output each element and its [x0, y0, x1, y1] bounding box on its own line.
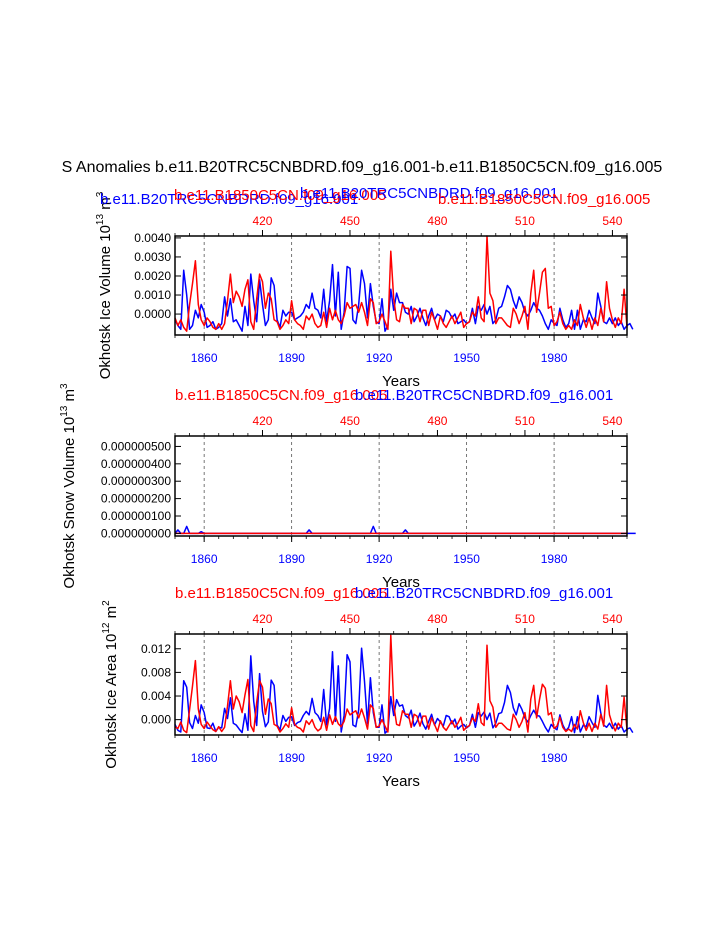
x-tick-label-top: 510	[515, 214, 535, 228]
plot-frame	[174, 633, 628, 736]
panel-title-right: b.e11.B20TRC5CNBDRD.f09_g16.001	[355, 387, 613, 404]
chart-panel-2: 0.000000000 0.000000100 0.000000200 0.00000…	[59, 383, 636, 591]
x-axis-label: Years	[382, 773, 420, 790]
x-tick-label-bottom: 1890	[278, 351, 305, 365]
y-tick-label: 0.000000200	[101, 492, 171, 506]
x-tick-label-bottom: 1860	[191, 552, 218, 566]
y-tick-label: 0.0040	[134, 231, 171, 245]
x-tick-label-top: 450	[340, 414, 360, 428]
x-tick-label-bottom: 1980	[541, 552, 568, 566]
x-axis-label: Years	[382, 574, 420, 591]
x-tick-label-top: 510	[515, 414, 535, 428]
x-tick-label-top: 450	[340, 612, 360, 626]
x-tick-label-top: 540	[602, 214, 622, 228]
page-title: S Anomalies b.e11.B20TRC5CNBDRD.f09_g16.…	[62, 159, 663, 176]
x-tick-label-top: 480	[427, 414, 447, 428]
x-tick-label-bottom: 1860	[191, 751, 218, 765]
x-tick-label-top: 480	[427, 214, 447, 228]
x-tick-label-bottom: 1920	[366, 351, 393, 365]
y-tick-label: 0.000000500	[101, 439, 171, 453]
y-tick-label: 0.0020	[134, 269, 171, 283]
x-tick-label-top: 420	[252, 612, 272, 626]
x-tick-label-bottom: 1890	[278, 552, 305, 566]
y-tick-label: 0.000000400	[101, 457, 171, 471]
x-tick-label-top: 420	[252, 414, 272, 428]
y-tick-label: 0.000	[141, 713, 171, 727]
x-tick-label-bottom: 1980	[541, 351, 568, 365]
x-tick-label-bottom: 1980	[541, 751, 568, 765]
panel-title-right: b.e11.B1850C5CN.f09_g16.005	[438, 191, 650, 208]
panel-title-right: b.e11.B20TRC5CNBDRD.f09_g16.001	[355, 585, 613, 602]
x-tick-label-top: 510	[515, 612, 535, 626]
x-tick-label-bottom: 1950	[453, 351, 480, 365]
x-tick-label-top: 540	[602, 612, 622, 626]
panel-title-left: b.e11.B20TRC5CNBDRD.f09_g16.001	[100, 191, 358, 208]
y-tick-label: 0.0030	[134, 250, 171, 264]
series-line-red	[174, 235, 628, 332]
series-line-blue	[174, 525, 636, 535]
y-tick-label: 0.000000000	[101, 526, 171, 540]
x-axis-label: Years	[382, 373, 420, 390]
y-tick-label: 0.000000100	[101, 509, 171, 523]
series-line-red	[174, 634, 628, 734]
plot-frame	[174, 235, 628, 336]
y-tick-label: 0.0000	[134, 307, 171, 321]
x-tick-label-bottom: 1890	[278, 751, 305, 765]
plot-frame	[174, 435, 628, 537]
chart-panel-3: 0.000 0.004 0.008 0.012 1860 1890 1920 1950 1980…	[101, 585, 634, 790]
x-tick-label-bottom: 1920	[366, 552, 393, 566]
panel-title-overlap: b.e11.B20TRC5CNBDRD.f09_g16.001	[300, 185, 558, 202]
x-tick-label-bottom: 1950	[453, 751, 480, 765]
x-tick-label-top: 420	[252, 214, 272, 228]
x-tick-label-bottom: 1950	[453, 552, 480, 566]
y-axis-label: Okhotsk Snow Volume 1013 m3	[59, 383, 78, 589]
panel-title-left: b.e11.B1850C5CN.f09_g16.005	[175, 387, 387, 404]
y-tick-label: 0.000000300	[101, 474, 171, 488]
x-tick-label-top: 480	[427, 612, 447, 626]
y-tick-label: 0.012	[141, 642, 171, 656]
y-axis-label: Okhotsk Ice Area 1012 m2	[101, 600, 120, 769]
y-tick-label: 0.0010	[134, 288, 171, 302]
x-tick-label-bottom: 1860	[191, 351, 218, 365]
chart-panel-1: 0.0000 0.0010 0.0020 0.0030 0.0040 1860 1890 19…	[95, 185, 650, 390]
x-tick-label-top: 540	[602, 414, 622, 428]
panel-title-center: b.e11.B1850C5CN.f09_g16.005	[174, 187, 386, 204]
series-line-blue	[174, 647, 634, 734]
x-tick-label-bottom: 1920	[366, 751, 393, 765]
panel-title-left: b.e11.B1850C5CN.f09_g16.005	[175, 585, 387, 602]
y-tick-label: 0.008	[141, 665, 171, 679]
y-tick-label: 0.004	[141, 689, 171, 703]
y-axis-label: Okhotsk Ice Volume 1013 m3	[95, 191, 114, 379]
x-tick-label-top: 450	[340, 214, 360, 228]
